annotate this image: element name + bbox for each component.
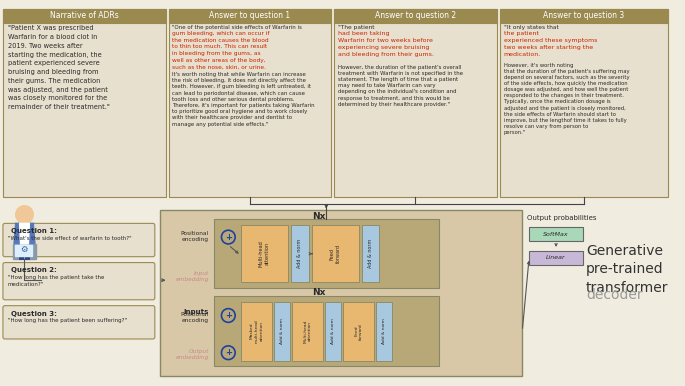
Bar <box>14 245 32 256</box>
Text: Add & norm: Add & norm <box>368 239 373 268</box>
Bar <box>376 302 392 361</box>
Bar <box>169 9 331 22</box>
FancyBboxPatch shape <box>3 262 155 300</box>
Text: Add & norm: Add & norm <box>280 318 284 344</box>
Text: +: + <box>225 348 232 357</box>
Text: ⚙: ⚙ <box>20 245 27 254</box>
Text: "The patient: "The patient <box>338 25 377 30</box>
Text: It's worth noting that while Warfarin can increase
the risk of bleeding, it does: It's worth noting that while Warfarin ca… <box>173 72 315 127</box>
Text: Answer to question 2: Answer to question 2 <box>375 11 456 20</box>
Text: Output probabilities: Output probabilities <box>527 215 597 220</box>
Bar <box>3 9 166 22</box>
Text: Nx: Nx <box>312 288 325 297</box>
Text: However, it's worth noting
that the duration of the patient's suffering may
depe: However, it's worth noting that the dura… <box>503 63 630 135</box>
Bar <box>275 302 290 361</box>
Bar <box>25 248 30 260</box>
Bar <box>529 251 583 264</box>
Text: "How long has the patient take the
medication?": "How long has the patient take the medic… <box>8 275 104 286</box>
Text: had been taking
Warfarin for two weeks before
experiencing severe bruising
and b: had been taking Warfarin for two weeks b… <box>338 31 434 58</box>
Text: +: + <box>225 311 232 320</box>
Bar <box>214 220 439 288</box>
FancyBboxPatch shape <box>3 306 155 339</box>
Text: Question 1:: Question 1: <box>11 228 57 234</box>
Text: "It only states that: "It only states that <box>503 25 560 30</box>
Bar <box>343 302 374 361</box>
Bar <box>18 248 23 260</box>
Text: However, the duration of the patient's overall
treatment with Warfarin is not sp: However, the duration of the patient's o… <box>338 64 463 107</box>
Text: Question 2:: Question 2: <box>11 267 57 273</box>
Text: Answer to question 1: Answer to question 1 <box>210 11 290 20</box>
Text: "How long has the patient been suffering?": "How long has the patient been suffering… <box>8 318 127 323</box>
Bar <box>312 225 359 282</box>
Circle shape <box>16 206 34 223</box>
Text: Positional
encoding: Positional encoding <box>181 231 209 242</box>
Text: Generative
pre-trained
transformer: Generative pre-trained transformer <box>586 244 669 295</box>
Bar <box>334 9 497 197</box>
Text: Answer to question 3: Answer to question 3 <box>543 11 625 20</box>
Text: Linear: Linear <box>546 255 566 260</box>
Text: Multi-head
attention: Multi-head attention <box>303 320 312 343</box>
Text: Question 3:: Question 3: <box>11 311 57 317</box>
Text: gum bleeding, which can occur if
the medication causes the blood
to thin too muc: gum bleeding, which can occur if the med… <box>173 31 270 70</box>
Text: Multi-head
attention: Multi-head attention <box>259 240 270 267</box>
Bar <box>500 9 669 22</box>
Text: Inputs: Inputs <box>184 308 209 315</box>
Bar <box>334 9 497 22</box>
Text: Positional
encoding: Positional encoding <box>181 312 209 323</box>
Text: decoder: decoder <box>586 288 643 302</box>
Bar <box>214 296 439 366</box>
Text: Narrative of ADRs: Narrative of ADRs <box>50 11 119 20</box>
Bar <box>169 9 331 197</box>
Text: Add & norm: Add & norm <box>331 318 335 344</box>
Text: Output
embedding: Output embedding <box>175 349 209 360</box>
Bar <box>241 302 273 361</box>
Text: "One of the potential side effects of Warfarin is: "One of the potential side effects of Wa… <box>173 25 302 30</box>
Bar <box>500 9 669 197</box>
Bar <box>291 225 309 282</box>
Text: Nx: Nx <box>312 212 325 221</box>
Polygon shape <box>20 223 29 244</box>
Text: Feed
forward: Feed forward <box>329 244 340 263</box>
Text: the patient
experienced these symptoms
two weeks after starting the
medication.: the patient experienced these symptoms t… <box>503 31 597 58</box>
Bar <box>362 225 379 282</box>
Bar <box>292 302 323 361</box>
Text: "What's the side effect of warfarin to tooth?": "What's the side effect of warfarin to t… <box>8 236 132 241</box>
Bar <box>160 210 522 376</box>
Text: "Patient X was prescribed
Warfarin for a blood clot in
2019. Two weeks after
sta: "Patient X was prescribed Warfarin for a… <box>8 25 110 110</box>
Bar <box>529 227 583 241</box>
Text: Masked
multi-head
attention: Masked multi-head attention <box>250 319 264 343</box>
Text: Add & norm: Add & norm <box>382 318 386 344</box>
Bar <box>325 302 341 361</box>
Text: SoftMax: SoftMax <box>543 232 569 237</box>
Text: Add & norm: Add & norm <box>297 239 302 268</box>
Polygon shape <box>14 223 35 248</box>
FancyBboxPatch shape <box>3 223 155 257</box>
Text: +: + <box>225 233 232 242</box>
Bar <box>241 225 288 282</box>
Text: Feed
forward: Feed forward <box>354 323 363 340</box>
Bar <box>3 9 166 197</box>
Text: Input
embedding: Input embedding <box>175 271 209 282</box>
Bar <box>13 244 36 259</box>
